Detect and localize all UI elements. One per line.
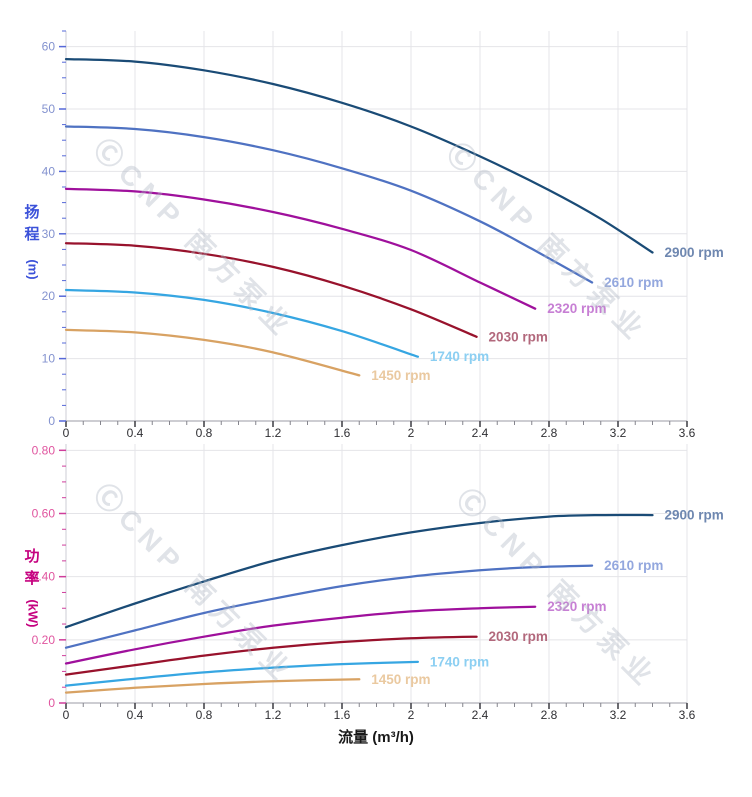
curve-1450-rpm[interactable]: [64, 328, 361, 377]
x-tick-label: 2.4: [472, 708, 489, 722]
curve-2900-rpm[interactable]: [64, 513, 654, 629]
y-tick-label: 0.60: [32, 506, 56, 520]
x-tick-label: 0: [63, 708, 70, 722]
curve-label-2320-rpm: 2320 rpm: [547, 301, 606, 316]
curve-label-1450-rpm: 1450 rpm: [371, 368, 430, 383]
y-tick-label: 10: [42, 352, 56, 366]
head-axis-label: 扬 程 (m): [17, 202, 47, 280]
y-tick-label: 20: [42, 289, 56, 303]
y-tick-label: 0: [48, 414, 55, 428]
x-tick-label: 2.8: [541, 708, 558, 722]
power-axis-label: 功 率 (kW): [17, 546, 47, 627]
power-curves-chart: 0 0.4 0.8 1.2 1.6 2 2.4 2.8 3.2 3.6 0 0.20 0.40 0.60 0…: [32, 443, 724, 722]
curve-2900-rpm[interactable]: [64, 57, 654, 254]
x-tick-label: 3.6: [679, 708, 696, 722]
curve-1740-rpm[interactable]: [64, 288, 420, 358]
x-tick-label: 1.6: [334, 426, 351, 440]
curve-label-1740-rpm: 1740 rpm: [430, 654, 489, 669]
x-tick-label: 1.2: [265, 708, 282, 722]
curve-label-2030-rpm: 2030 rpm: [489, 629, 548, 644]
y-tick-label: 0.80: [32, 443, 56, 457]
x-tick-label: 3.2: [610, 708, 627, 722]
x-tick-label: 1.2: [265, 426, 282, 440]
curve-label-2610-rpm: 2610 rpm: [604, 558, 663, 573]
power-axis-char: 功: [24, 548, 40, 565]
curve-label-2030-rpm: 2030 rpm: [489, 329, 548, 344]
power-axis-char: 率: [24, 569, 40, 587]
curve-label-2900-rpm: 2900 rpm: [665, 245, 724, 260]
head-axis-char: 程: [24, 225, 40, 243]
curve-1450-rpm[interactable]: [64, 678, 361, 694]
x-tick-label: 2: [408, 426, 415, 440]
x-tick-label: 2.4: [472, 426, 489, 440]
y-tick-label: 40: [42, 164, 56, 178]
head-axis-char: 扬: [24, 204, 40, 221]
x-tick-label: 3.2: [610, 426, 627, 440]
curve-label-1740-rpm: 1740 rpm: [430, 349, 489, 364]
power-axis-unit: (kW): [25, 598, 41, 628]
curve-2320-rpm[interactable]: [64, 187, 537, 310]
curve-2320-rpm[interactable]: [64, 605, 537, 665]
x-tick-label: 1.6: [334, 708, 351, 722]
x-tick-label: 2.8: [541, 426, 558, 440]
x-tick-label: 0: [63, 426, 70, 440]
curve-2030-rpm[interactable]: [64, 242, 478, 338]
y-tick-label: 60: [42, 40, 56, 54]
x-tick-label: 2: [408, 708, 415, 722]
y-tick-label: 0: [48, 696, 55, 710]
x-tick-label: 0.4: [127, 708, 144, 722]
head-axis-unit: (m): [25, 258, 41, 280]
curve-2030-rpm[interactable]: [64, 635, 478, 676]
y-tick-label: 0.40: [32, 570, 56, 584]
head-curves-chart: 0 0.4 0.8 1.2 1.6 2 2.4 2.8 3.2 3.6 0 10 20 30 40 50 60 2…: [42, 30, 724, 440]
y-tick-label: 50: [42, 102, 56, 116]
curve-label-2320-rpm: 2320 rpm: [547, 599, 606, 614]
flow-axis-label: 流量 (m³/h): [338, 729, 414, 746]
x-tick-label: 3.6: [679, 426, 696, 440]
curve-label-2900-rpm: 2900 rpm: [665, 508, 724, 523]
curve-2610-rpm[interactable]: [64, 564, 594, 649]
curve-label-1450-rpm: 1450 rpm: [371, 672, 430, 687]
y-tick-label: 30: [42, 227, 56, 241]
x-tick-label: 0.8: [196, 426, 213, 440]
curve-1740-rpm[interactable]: [64, 660, 420, 687]
y-tick-label: 0.20: [32, 633, 56, 647]
x-tick-label: 0.4: [127, 426, 144, 440]
curve-2610-rpm[interactable]: [64, 125, 594, 284]
curve-label-2610-rpm: 2610 rpm: [604, 275, 663, 290]
x-tick-label: 0.8: [196, 708, 213, 722]
